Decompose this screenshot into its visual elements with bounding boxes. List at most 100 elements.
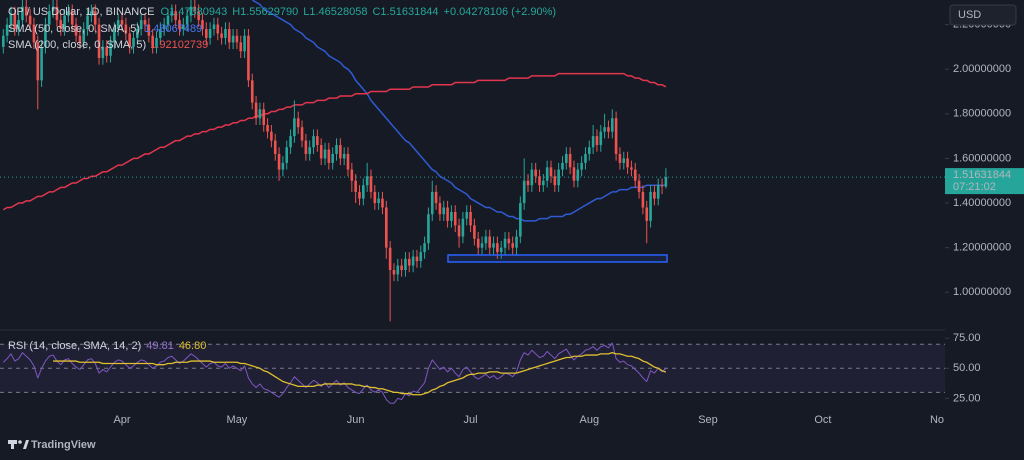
candle-body (423, 243, 426, 253)
candle-body (113, 29, 116, 43)
candle-body (258, 109, 262, 119)
logo-bar (8, 440, 17, 444)
candle-body (212, 24, 216, 30)
candle-body (645, 207, 649, 221)
candle-body (128, 33, 131, 47)
candle-body (250, 80, 254, 103)
candle-body (542, 180, 545, 186)
candle-body (568, 153, 572, 168)
candle-body (116, 20, 120, 30)
candle-body (90, 11, 93, 16)
candle-body (193, 6, 197, 12)
candle-body (637, 180, 641, 192)
candle-body (189, 6, 193, 16)
candle-body (139, 20, 143, 30)
candle-body (277, 153, 281, 170)
x-tick-label: Aug (580, 414, 600, 426)
currency-button[interactable] (949, 4, 1017, 26)
drawn-rectangle (447, 254, 668, 263)
candle-body (499, 247, 503, 253)
candle-body (327, 149, 331, 163)
candle-body (480, 243, 484, 248)
candle-body (614, 118, 618, 154)
candle-body (511, 243, 514, 248)
ohlc-open: O1.47380943 (161, 6, 228, 18)
candle-body (243, 35, 246, 52)
candle-body (358, 191, 361, 199)
candle-body (492, 243, 495, 248)
candle-body (155, 37, 158, 47)
candle-body (561, 162, 564, 170)
candle-body (545, 167, 549, 181)
candle-body (362, 185, 365, 199)
candle-body (526, 180, 530, 186)
sma50-name: SMA (50, close, 0, SMA, 5) (8, 23, 140, 35)
candle-body (610, 118, 614, 132)
candle-body (151, 35, 154, 47)
candle-body (442, 207, 446, 215)
candle-body (47, 11, 51, 25)
indicator-line (2, 72, 667, 211)
candle-body (185, 15, 189, 25)
x-tick-label: Apr (113, 414, 130, 426)
candle-body (595, 136, 599, 146)
candle-body (622, 158, 626, 163)
candle-body (262, 109, 266, 125)
rsi-bands (0, 343, 945, 393)
sma50-value: 1.48067489 (144, 23, 202, 35)
candle-body (519, 203, 522, 237)
currency-label[interactable]: USD (958, 9, 981, 21)
candle-body (587, 147, 591, 154)
rsi-title: RSI (14, close, SMA, 14, 2) (8, 340, 141, 352)
candles (1, 0, 668, 322)
candle-body (124, 24, 128, 34)
candle-body (296, 118, 300, 128)
candle-body (21, 6, 24, 21)
candle-body (565, 153, 568, 163)
last-price-label: 1.51631844 (953, 169, 1011, 181)
y-tick-label: 1.20000000 (953, 242, 1011, 254)
candle-body (388, 247, 392, 270)
candle-body (101, 46, 105, 59)
candle-body (63, 15, 66, 30)
candle-body (618, 153, 622, 163)
candle-body (59, 20, 63, 30)
candle-body (273, 140, 277, 154)
y-tick-label: 1.40000000 (953, 197, 1011, 209)
candle-body (664, 177, 668, 187)
candle-body (178, 20, 181, 30)
candle-body (342, 153, 346, 159)
x-tick-label: Jun (347, 414, 365, 426)
candle-body (55, 6, 59, 21)
candle-body (365, 176, 369, 186)
rsi-value: 49.81 (146, 340, 174, 352)
candle-body (473, 225, 476, 239)
candle-body (285, 147, 289, 163)
y-tick-label: 50.00 (953, 362, 981, 374)
candle-body (385, 207, 388, 248)
logo-slash (23, 440, 29, 449)
candle-body (67, 11, 70, 16)
x-tick-label: Jul (464, 414, 478, 426)
candle-body (109, 42, 112, 56)
x-tick-label: Oct (814, 414, 831, 426)
candle-body (369, 176, 373, 192)
candle-body (28, 15, 32, 25)
candle-body (170, 11, 174, 16)
candle-body (656, 185, 660, 199)
candle-body (235, 35, 239, 43)
candle-body (40, 46, 43, 81)
sma200-name: SMA (200, close, 0, SMA, 5) (8, 39, 146, 51)
x-tick-label: No (930, 414, 944, 426)
candle-body (247, 35, 250, 81)
candle-body (407, 258, 411, 266)
candle-body (78, 35, 82, 43)
candle-body (147, 24, 151, 36)
y-tick-label: 25.00 (953, 392, 981, 404)
candle-body (216, 24, 220, 34)
candle-body (346, 153, 350, 170)
y-tick-label: 75.00 (953, 332, 981, 344)
candle-body (270, 131, 273, 141)
